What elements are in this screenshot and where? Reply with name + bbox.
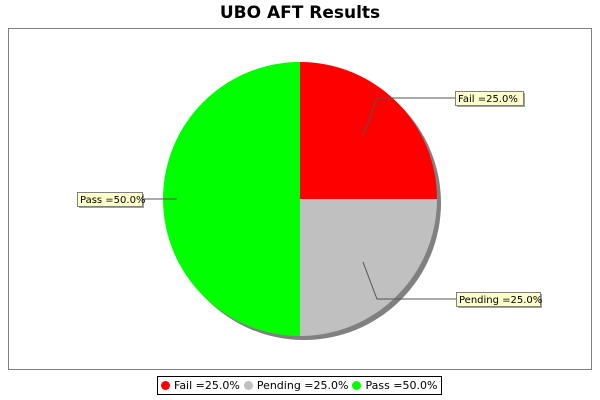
legend-item-fail: Fail =25.0% bbox=[161, 379, 240, 392]
pie-slice-pending bbox=[300, 199, 437, 336]
legend-item-pass: Pass =50.0% bbox=[352, 379, 437, 392]
label-box-pending bbox=[456, 292, 541, 307]
legend-label-fail: Fail =25.0% bbox=[174, 379, 240, 392]
slice-label-pending: Pending =25.0% bbox=[459, 295, 542, 306]
legend-item-pending: Pending =25.0% bbox=[243, 379, 349, 392]
leader-line-fail bbox=[362, 97, 455, 137]
slice-label-fail: Fail =25.0% bbox=[458, 94, 518, 105]
pie-slice-fail bbox=[300, 62, 437, 199]
pie-slice-pass bbox=[163, 62, 300, 336]
legend-swatch-pass bbox=[352, 381, 362, 390]
legend-swatch-pending bbox=[243, 381, 253, 390]
legend-label-pending: Pending =25.0% bbox=[256, 379, 349, 392]
chart-title: UBO AFT Results bbox=[219, 3, 381, 23]
label-box-pass bbox=[77, 192, 143, 207]
label-box-fail bbox=[455, 91, 524, 106]
legend-label-pass: Pass =50.0% bbox=[365, 379, 438, 392]
legend: Fail =25.0% Pending =25.0% Pass =50.0% bbox=[157, 376, 443, 395]
slice-label-pass: Pass =50.0% bbox=[80, 195, 145, 206]
legend-swatch-fail bbox=[161, 381, 170, 390]
leader-line-pending bbox=[362, 261, 456, 300]
